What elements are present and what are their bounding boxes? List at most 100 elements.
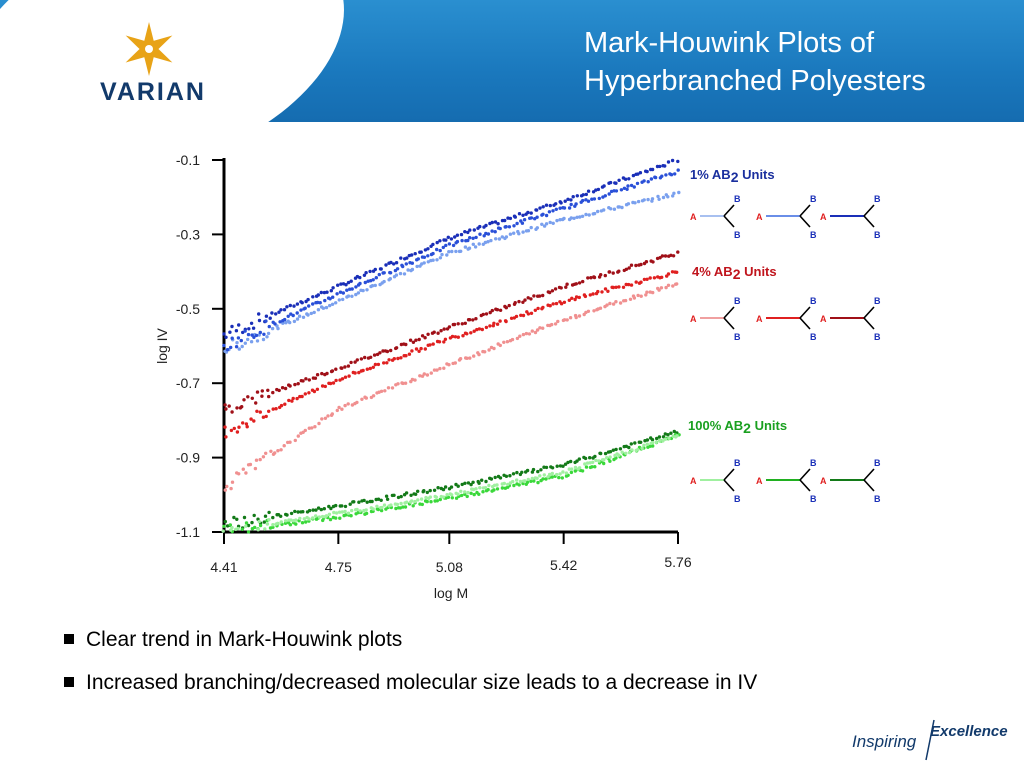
- data-point: [237, 472, 241, 476]
- data-point: [411, 340, 416, 344]
- data-point: [594, 458, 598, 463]
- data-point: [598, 306, 603, 310]
- varian-star-logo-icon: [125, 22, 173, 76]
- data-point: [623, 298, 628, 303]
- data-point: [225, 348, 230, 352]
- data-point: [311, 508, 315, 512]
- data-point: [493, 475, 497, 480]
- structure-branch: [863, 317, 875, 330]
- data-point: [659, 286, 664, 290]
- data-point: [328, 297, 332, 301]
- series-1-1: [223, 270, 679, 439]
- data-point: [237, 425, 241, 429]
- data-point: [274, 312, 278, 316]
- data-point: [564, 285, 568, 289]
- data-point: [414, 492, 418, 496]
- data-point: [661, 435, 666, 439]
- data-point: [257, 519, 261, 524]
- data-point: [447, 242, 452, 246]
- data-point: [237, 323, 241, 327]
- data-point: [327, 512, 332, 516]
- data-point: [353, 360, 357, 364]
- data-point: [629, 283, 634, 287]
- data-point: [468, 236, 472, 240]
- data-point: [420, 502, 424, 507]
- data-point: [675, 434, 679, 438]
- data-point: [555, 464, 559, 468]
- data-point: [473, 245, 478, 249]
- data-point: [343, 504, 348, 509]
- data-point: [288, 320, 292, 325]
- series-2-0: [223, 429, 679, 530]
- data-point: [537, 294, 542, 298]
- data-point: [529, 311, 534, 315]
- data-point: [404, 342, 408, 347]
- data-point: [504, 306, 508, 310]
- data-point: [230, 324, 234, 329]
- data-point: [484, 312, 489, 316]
- data-point: [435, 258, 439, 262]
- y-axis-title: log IV: [154, 327, 170, 363]
- data-point: [573, 465, 578, 470]
- data-point: [673, 172, 677, 176]
- data-point: [596, 187, 601, 192]
- structure-b-label: B: [810, 458, 817, 468]
- data-point: [283, 521, 288, 525]
- data-point: [506, 482, 510, 487]
- data-point: [484, 479, 488, 484]
- data-point: [477, 481, 481, 485]
- data-point: [288, 523, 293, 527]
- y-tick-label: -0.5: [176, 301, 200, 317]
- data-point: [358, 281, 362, 286]
- data-point: [492, 488, 496, 492]
- data-point: [337, 510, 342, 514]
- data-point: [426, 247, 430, 251]
- data-point: [602, 461, 606, 466]
- slide-title-line-2: Hyperbranched Polyesters: [584, 65, 926, 97]
- data-point: [437, 340, 442, 344]
- data-point: [454, 496, 459, 500]
- data-point: [465, 332, 469, 336]
- data-point: [572, 216, 576, 220]
- data-point: [453, 361, 457, 365]
- data-point: [349, 360, 353, 365]
- data-point: [600, 290, 604, 294]
- data-point: [584, 192, 588, 197]
- data-point: [650, 441, 655, 445]
- data-point: [574, 202, 578, 206]
- data-point: [343, 365, 347, 369]
- data-point: [261, 415, 266, 419]
- data-point: [583, 456, 588, 461]
- data-point: [423, 336, 427, 340]
- data-point: [329, 289, 333, 293]
- data-point: [358, 509, 362, 513]
- data-point: [608, 450, 613, 454]
- data-point: [502, 481, 506, 486]
- data-point: [235, 341, 239, 345]
- data-point: [332, 510, 336, 515]
- x-axis-title: log M: [434, 585, 468, 601]
- data-point: [584, 465, 589, 469]
- data-point: [365, 500, 369, 504]
- data-point: [330, 412, 334, 416]
- data-point: [586, 199, 591, 203]
- x-tick-label: 5.42: [550, 557, 577, 573]
- series-0-2: [222, 168, 680, 352]
- data-point: [436, 486, 440, 490]
- data-point: [313, 376, 318, 380]
- data-point: [316, 308, 321, 312]
- data-point: [550, 475, 554, 479]
- data-point: [536, 469, 540, 474]
- data-point: [450, 249, 454, 254]
- data-point: [550, 471, 554, 476]
- data-point: [614, 285, 618, 289]
- bullet-item: Increased branching/decreased molecular …: [64, 671, 757, 695]
- data-point: [577, 281, 582, 285]
- data-point: [230, 410, 234, 414]
- data-point: [319, 290, 323, 295]
- data-point: [626, 184, 630, 188]
- data-point: [477, 327, 482, 331]
- data-point: [340, 366, 344, 370]
- data-point: [432, 368, 437, 372]
- bullet-item: Clear trend in Mark-Houwink plots: [64, 628, 757, 652]
